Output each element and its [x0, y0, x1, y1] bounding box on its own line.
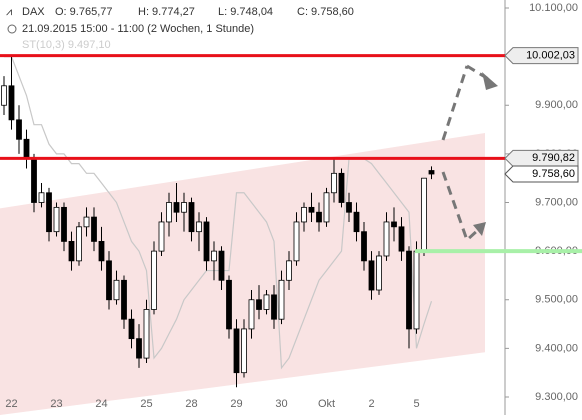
candle-body [16, 119, 22, 140]
indicator-text: ST(10,3) 9.497,10 [22, 39, 111, 51]
candle-body [421, 177, 427, 252]
candle-body [278, 279, 285, 320]
candle-body [31, 158, 37, 203]
arrow-head [473, 222, 486, 236]
candle-body [91, 216, 97, 242]
price-tag-label: 10.002,03 [526, 50, 575, 62]
y-tick-label: 9.500,00 [535, 294, 578, 306]
candle-body [391, 221, 397, 228]
candle-body [361, 231, 367, 262]
last-price-label: 9.758,60 [532, 168, 575, 180]
close-text: C: 9.758,60 [297, 6, 354, 18]
x-tick-label: 5 [413, 398, 419, 410]
trend-channel [0, 132, 485, 415]
candle-body [128, 318, 135, 340]
last-price-tag [504, 165, 579, 183]
candle-body [293, 221, 300, 262]
candle-body [301, 206, 307, 223]
x-tick-label: 25 [140, 398, 152, 410]
candle-body [211, 250, 217, 262]
candle-body [106, 260, 112, 301]
candle-body [83, 216, 90, 228]
candle-body [376, 255, 382, 291]
candle-body [331, 172, 337, 194]
x-tick-label: 30 [275, 398, 287, 410]
candle-body [76, 226, 82, 262]
candle-body [143, 309, 150, 359]
candle-body [68, 240, 75, 262]
candle-body [121, 279, 127, 320]
x-tick-label: 29 [230, 398, 242, 410]
y-tick-label: 9.400,00 [535, 342, 578, 354]
range-text: 21.09.2015 15:00 - 11:00 (2 Wochen, 1 St… [22, 23, 254, 35]
x-tick-label: Okt [318, 398, 335, 410]
candle-body [316, 211, 322, 223]
price-tag [504, 47, 579, 65]
candle-body [166, 202, 172, 223]
candle-body [241, 328, 247, 374]
candle-body [136, 338, 142, 359]
y-tick-label: 10.100,00 [529, 2, 578, 14]
candle-body [158, 221, 165, 252]
candle-body [53, 206, 60, 233]
candle-body [61, 206, 67, 242]
candle-body [233, 328, 240, 374]
x-tick-label: 22 [5, 398, 17, 410]
x-tick-label: 24 [95, 398, 107, 410]
candle-body [1, 85, 7, 106]
y-tick-label: 9.300,00 [535, 391, 578, 403]
candle-body [398, 226, 405, 252]
candle-body [203, 221, 210, 262]
candle-body [368, 260, 375, 291]
candle-body [256, 299, 262, 310]
candle-body [226, 279, 232, 330]
clock-icon [7, 24, 17, 34]
symbol: DAX [22, 6, 45, 18]
candle-body [46, 192, 52, 233]
candle-body [263, 294, 270, 310]
candle-body [151, 250, 157, 310]
candle-body [338, 172, 345, 203]
plot-background [0, 132, 485, 415]
arrow-head [482, 72, 498, 90]
price-tag-label: 9.790,82 [532, 152, 575, 164]
candle-body [8, 85, 15, 121]
candle-body [181, 202, 187, 213]
candle-body [173, 202, 180, 213]
open-text: O: 9.765,77 [55, 6, 113, 18]
candle-body [413, 250, 420, 330]
forecast-arrow [441, 171, 480, 243]
x-tick-label: 23 [50, 398, 62, 410]
candle-body [353, 211, 360, 233]
candle-body [218, 250, 225, 281]
forecast-arrow [441, 65, 469, 141]
x-tick-label: 28 [185, 398, 197, 410]
candle-body [23, 138, 30, 160]
candle-body [98, 240, 105, 262]
candle-body [346, 202, 352, 213]
y-tick-label: 9.700,00 [535, 196, 578, 208]
candle-body [308, 206, 315, 213]
candle-body [188, 202, 195, 233]
candle-body [248, 299, 255, 330]
x-tick-label: 2 [368, 398, 374, 410]
low-text: L: 9.748,04 [218, 6, 273, 18]
price-tag [504, 149, 579, 167]
high-text: H: 9.774,27 [138, 6, 195, 18]
candle-body [271, 294, 277, 320]
candle-body [406, 250, 412, 330]
header: ⩘ DAX O: 9.765,77 H: 9.774,27 L: 9.748,0… [6, 6, 354, 51]
candle-body [286, 260, 292, 281]
candle-body [323, 192, 330, 223]
chart-icon: ⩘ [6, 6, 12, 18]
candle-body [113, 279, 120, 301]
candle-body [196, 221, 202, 233]
candle-body [38, 192, 45, 203]
candle-body [383, 221, 390, 257]
candle-body [428, 170, 435, 175]
y-tick-label: 9.900,00 [535, 99, 578, 111]
